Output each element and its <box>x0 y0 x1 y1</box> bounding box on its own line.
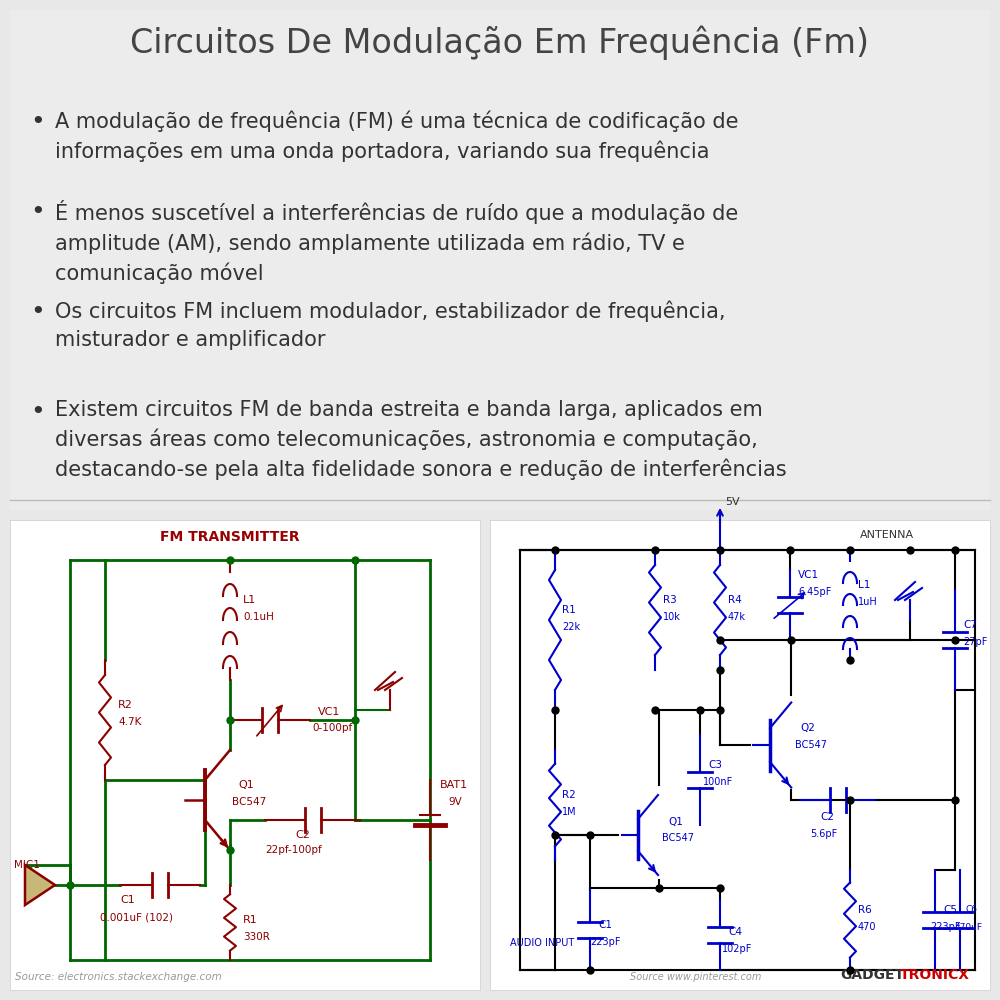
Text: Os circuitos FM incluem modulador, estabilizador de frequência,
misturador e amp: Os circuitos FM incluem modulador, estab… <box>55 300 726 350</box>
Text: AUDIO INPUT: AUDIO INPUT <box>510 938 574 948</box>
Text: C2: C2 <box>820 812 834 822</box>
Text: VC1: VC1 <box>318 707 340 717</box>
Text: 9V: 9V <box>448 797 462 807</box>
Text: TRONICX: TRONICX <box>900 968 970 982</box>
Text: C1: C1 <box>120 895 135 905</box>
Text: R6: R6 <box>858 905 872 915</box>
Text: 0.001uF (102): 0.001uF (102) <box>100 912 173 922</box>
Text: 10k: 10k <box>663 612 681 622</box>
Text: GADGET: GADGET <box>840 968 904 982</box>
Text: 470: 470 <box>858 922 876 932</box>
Text: 223pF: 223pF <box>590 937 620 947</box>
Text: 1M: 1M <box>562 807 577 817</box>
Text: •: • <box>30 200 45 224</box>
Text: C6: C6 <box>966 906 978 914</box>
Text: ANTENNA: ANTENNA <box>860 530 914 540</box>
Text: R1: R1 <box>562 605 576 615</box>
Text: •: • <box>30 300 45 324</box>
Text: 6.45pF: 6.45pF <box>798 587 831 597</box>
FancyBboxPatch shape <box>490 520 990 990</box>
Text: 0-100pf: 0-100pf <box>312 723 352 733</box>
Text: 27pF: 27pF <box>963 637 987 647</box>
Text: 47k: 47k <box>728 612 746 622</box>
Text: C7: C7 <box>963 620 977 630</box>
Text: 470uF: 470uF <box>955 922 983 932</box>
Text: É menos suscetível a interferências de ruído que a modulação de
amplitude (AM), : É menos suscetível a interferências de r… <box>55 200 738 284</box>
Text: C3: C3 <box>708 760 722 770</box>
Text: 4.7K: 4.7K <box>118 717 141 727</box>
Text: C5: C5 <box>943 905 957 915</box>
Text: •: • <box>30 400 45 424</box>
Text: R2: R2 <box>118 700 133 710</box>
FancyBboxPatch shape <box>10 520 480 990</box>
Text: R2: R2 <box>562 790 576 800</box>
Text: 5.6pF: 5.6pF <box>810 829 837 839</box>
Text: BC547: BC547 <box>795 740 827 750</box>
Text: 5V: 5V <box>725 497 740 507</box>
Text: C4: C4 <box>728 927 742 937</box>
Text: Q1: Q1 <box>238 780 254 790</box>
Text: C2: C2 <box>295 830 310 840</box>
Text: L1: L1 <box>243 595 256 605</box>
Text: Q1: Q1 <box>668 817 683 827</box>
Text: 22pf-100pf: 22pf-100pf <box>265 845 322 855</box>
Text: BC547: BC547 <box>232 797 266 807</box>
Text: 330R: 330R <box>243 932 270 942</box>
Text: A modulação de frequência (FM) é uma técnica de codificação de
informações em um: A modulação de frequência (FM) é uma téc… <box>55 110 738 162</box>
Text: FM TRANSMITTER: FM TRANSMITTER <box>160 530 300 544</box>
Text: Source www.pinterest.com: Source www.pinterest.com <box>630 972 761 982</box>
Text: R4: R4 <box>728 595 742 605</box>
Text: C1: C1 <box>598 920 612 930</box>
Text: 1uH: 1uH <box>858 597 878 607</box>
Text: R1: R1 <box>243 915 258 925</box>
Text: 22k: 22k <box>562 622 580 632</box>
Text: BC547: BC547 <box>662 833 694 843</box>
Text: 102pF: 102pF <box>722 944 752 954</box>
Text: Circuitos De Modulação Em Frequência (Fm): Circuitos De Modulação Em Frequência (Fm… <box>130 25 870 60</box>
FancyBboxPatch shape <box>10 10 990 510</box>
Text: 0.1uH: 0.1uH <box>243 612 274 622</box>
Text: Q2: Q2 <box>800 723 815 733</box>
Text: •: • <box>30 110 45 134</box>
Text: MIC1: MIC1 <box>14 860 40 870</box>
Text: BAT1: BAT1 <box>440 780 468 790</box>
Text: R3: R3 <box>663 595 677 605</box>
Text: 223pF: 223pF <box>930 922 960 932</box>
Text: VC1: VC1 <box>798 570 819 580</box>
Text: Source: electronics.stackexchange.com: Source: electronics.stackexchange.com <box>15 972 222 982</box>
Text: Existem circuitos FM de banda estreita e banda larga, aplicados em
diversas área: Existem circuitos FM de banda estreita e… <box>55 400 787 481</box>
Text: L1: L1 <box>858 580 870 590</box>
Polygon shape <box>25 865 55 905</box>
Text: 100nF: 100nF <box>703 777 733 787</box>
